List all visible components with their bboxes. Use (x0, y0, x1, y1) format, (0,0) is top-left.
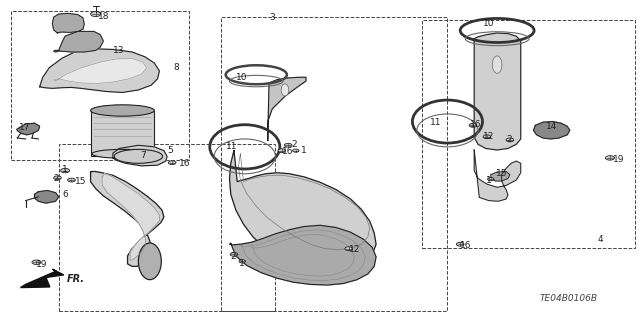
Ellipse shape (281, 84, 289, 96)
Circle shape (54, 176, 61, 180)
Text: TE04B0106B: TE04B0106B (540, 294, 598, 303)
Circle shape (61, 168, 70, 173)
Text: 2: 2 (291, 140, 297, 149)
Polygon shape (17, 123, 40, 135)
Text: 16: 16 (470, 120, 481, 129)
Circle shape (483, 135, 491, 139)
Polygon shape (20, 269, 64, 287)
Circle shape (456, 242, 464, 246)
Text: 12: 12 (483, 132, 494, 141)
Text: 4: 4 (597, 235, 603, 244)
Polygon shape (230, 151, 376, 272)
Circle shape (292, 149, 299, 152)
Text: 12: 12 (349, 245, 360, 254)
Polygon shape (35, 190, 59, 203)
Circle shape (506, 138, 514, 142)
Polygon shape (474, 33, 521, 150)
Text: 15: 15 (496, 169, 508, 178)
Polygon shape (102, 174, 159, 260)
Polygon shape (268, 77, 306, 141)
Polygon shape (491, 172, 510, 181)
Polygon shape (52, 13, 84, 33)
Circle shape (230, 252, 238, 256)
Text: 16: 16 (179, 159, 190, 168)
Text: 13: 13 (113, 46, 124, 55)
Text: 16: 16 (282, 147, 293, 156)
Text: FR.: FR. (67, 274, 85, 284)
Circle shape (32, 260, 41, 264)
Ellipse shape (114, 149, 163, 163)
Circle shape (278, 149, 285, 152)
Ellipse shape (138, 243, 161, 280)
Polygon shape (91, 172, 164, 266)
Circle shape (469, 123, 477, 127)
Text: 3: 3 (269, 13, 275, 22)
Circle shape (605, 156, 614, 160)
Circle shape (284, 143, 292, 147)
Text: 19: 19 (613, 155, 625, 164)
Circle shape (488, 178, 494, 181)
Circle shape (345, 247, 353, 250)
Bar (221, 17, 447, 311)
Text: 1: 1 (62, 165, 68, 174)
Circle shape (68, 178, 76, 182)
Text: 2: 2 (54, 174, 60, 183)
Text: 14: 14 (546, 122, 557, 131)
Polygon shape (474, 150, 521, 201)
Text: 6: 6 (62, 190, 68, 199)
Text: 1: 1 (301, 145, 307, 154)
Text: 15: 15 (75, 176, 86, 186)
Circle shape (168, 161, 176, 165)
Text: 10: 10 (483, 19, 494, 28)
Bar (11, 11, 189, 160)
Text: 1: 1 (486, 175, 492, 185)
Text: 18: 18 (99, 12, 109, 21)
Text: 19: 19 (36, 260, 48, 269)
Text: 1: 1 (239, 259, 245, 268)
Ellipse shape (91, 105, 154, 116)
Text: 8: 8 (173, 63, 179, 72)
Polygon shape (54, 58, 147, 84)
Text: 11: 11 (226, 142, 237, 151)
Text: 16: 16 (460, 241, 472, 250)
Bar (422, 20, 636, 248)
Ellipse shape (92, 149, 153, 158)
Bar (91, 110, 154, 156)
Text: 11: 11 (429, 118, 441, 127)
Text: 7: 7 (140, 151, 146, 160)
Ellipse shape (492, 56, 502, 73)
Bar (59, 144, 275, 311)
Circle shape (91, 11, 100, 17)
Polygon shape (113, 145, 167, 166)
Text: 10: 10 (236, 73, 248, 82)
Text: 17: 17 (19, 123, 31, 132)
Text: 2: 2 (231, 252, 236, 261)
Circle shape (239, 260, 246, 263)
Polygon shape (534, 122, 570, 139)
Polygon shape (54, 32, 103, 52)
Text: 5: 5 (167, 145, 173, 154)
Polygon shape (230, 225, 376, 285)
Text: 2: 2 (507, 135, 513, 145)
Polygon shape (40, 49, 159, 93)
